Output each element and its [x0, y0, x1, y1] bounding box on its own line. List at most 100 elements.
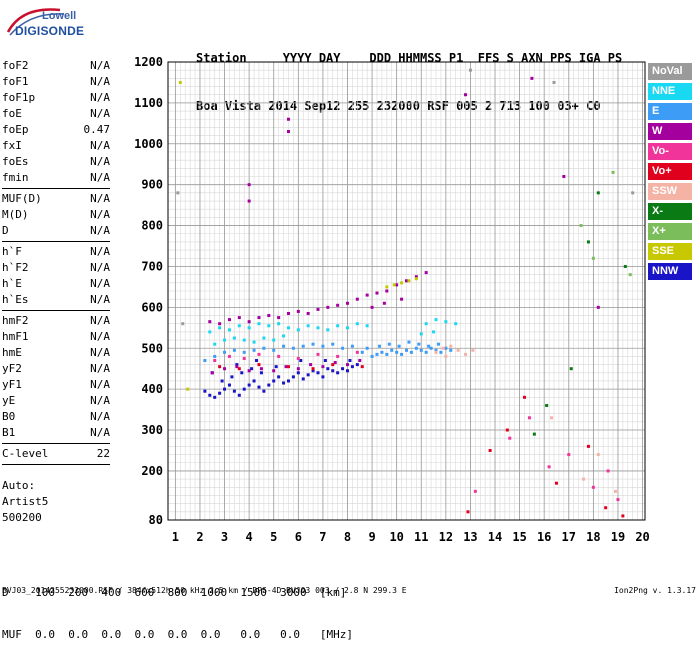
- data-point-e: [395, 350, 399, 354]
- legend: NoVal NNE E W Vo- Vo+ SSW X- X+ SSE NNW: [648, 63, 692, 283]
- data-point-nnw: [299, 359, 303, 363]
- data-point-e: [436, 342, 440, 346]
- data-point-vo: [316, 352, 320, 356]
- data-point-x: [591, 256, 595, 260]
- data-point-w: [345, 363, 349, 367]
- data-point-vo: [473, 489, 477, 493]
- data-point-nne: [208, 330, 212, 334]
- plot-border: [167, 61, 646, 521]
- data-point-noval: [552, 80, 556, 84]
- data-point-w: [257, 316, 261, 320]
- data-point-e: [311, 342, 315, 346]
- data-point-nnw: [345, 369, 349, 373]
- data-point-nnw: [240, 371, 244, 375]
- data-point-x: [579, 224, 583, 228]
- x-tick-label: 7: [319, 530, 326, 544]
- data-point-ssw: [550, 416, 554, 420]
- param-row-fof1: foF1 N/A: [2, 74, 110, 90]
- data-point-e: [203, 359, 207, 363]
- data-point-w: [208, 320, 212, 324]
- data-point-vo: [296, 356, 300, 360]
- data-point-w: [277, 316, 281, 320]
- param-label: MUF(D): [2, 192, 42, 205]
- data-point-vo: [505, 428, 509, 432]
- data-point-nnw: [306, 373, 310, 377]
- data-point-nnw: [336, 371, 340, 375]
- y-tick-labels: 80 200 300 400 500 600 700 800 900 1000 1100 1200: [134, 55, 163, 527]
- data-point-e: [377, 344, 381, 348]
- x-tick-label: 18: [586, 530, 600, 544]
- y-tick-label: 900: [141, 178, 163, 192]
- param-label: hmF1: [2, 330, 29, 343]
- x-tick-label: 12: [439, 530, 453, 544]
- data-point-e: [375, 352, 379, 356]
- data-point-noval: [631, 191, 635, 195]
- data-point-e: [390, 348, 394, 352]
- data-point-e: [434, 348, 438, 352]
- legend-item-w: W: [648, 123, 692, 140]
- data-point-nne: [247, 326, 251, 330]
- param-value: N/A: [90, 314, 110, 327]
- data-point-vo: [237, 367, 241, 371]
- separator: [2, 464, 110, 465]
- data-point-vo: [466, 510, 470, 514]
- param-label: foEs: [2, 155, 29, 168]
- data-point-nne: [237, 324, 241, 328]
- data-point-nne: [419, 332, 423, 336]
- auto-line2: Artist5: [2, 495, 49, 508]
- param-value: N/A: [90, 261, 110, 274]
- x-tick-label: 16: [537, 530, 551, 544]
- data-point-sse: [186, 387, 190, 391]
- data-point-e: [400, 352, 404, 356]
- file-info: BVJ03_2014255232000.RSF / 384fx512h 50 k…: [2, 586, 407, 595]
- data-point-x: [596, 191, 600, 195]
- param-row-hes: h`Es N/A: [2, 292, 110, 308]
- x-tick-label: 8: [344, 530, 351, 544]
- param-value: N/A: [90, 224, 110, 237]
- data-point-nne: [345, 326, 349, 330]
- y-tick-label: 400: [141, 382, 163, 396]
- data-point-nnw: [321, 375, 325, 379]
- y-tick-label: 200: [141, 464, 163, 478]
- data-point-nne: [277, 322, 281, 326]
- data-point-x: [623, 264, 627, 268]
- data-point-ssw: [449, 344, 453, 348]
- data-point-e: [419, 348, 423, 352]
- param-value: N/A: [90, 277, 110, 290]
- data-point-nnw: [252, 379, 256, 383]
- auto-line3: 500200: [2, 511, 42, 524]
- param-row-hme: hmE N/A: [2, 345, 110, 361]
- param-row-fmin: fmin N/A: [2, 170, 110, 186]
- x-tick-label: 9: [368, 530, 375, 544]
- x-tick-labels: 1 2 3 4 5 6 7 8 9 10 11 12 13 14 15 16 17 18 19 20: [172, 530, 650, 544]
- data-point-nnw: [296, 371, 300, 375]
- data-point-nnw: [341, 367, 345, 371]
- data-point-nnw: [277, 375, 281, 379]
- data-point-e: [282, 344, 286, 348]
- data-point-nnw: [326, 367, 330, 371]
- data-point-e: [252, 348, 256, 352]
- distance-row: D 100 200 400 600 800 1000 1500 3000 [km…: [2, 586, 347, 599]
- param-label: h`Es: [2, 293, 29, 306]
- data-point-nnw: [255, 359, 259, 363]
- param-label: B1: [2, 426, 16, 439]
- x-tick-label: 5: [270, 530, 277, 544]
- data-point-nne: [227, 328, 231, 332]
- data-point-noval: [181, 322, 185, 326]
- data-point-nne: [218, 326, 222, 330]
- separator: [2, 310, 110, 311]
- data-point-e: [409, 350, 413, 354]
- data-point-nne: [232, 336, 236, 340]
- data-point-e: [424, 350, 428, 354]
- data-point-e: [365, 346, 369, 350]
- param-label: hmF2: [2, 314, 29, 327]
- data-point-vo: [616, 498, 620, 502]
- data-point-w: [259, 367, 263, 371]
- x-tick-label: 15: [512, 530, 526, 544]
- param-row-hf: h`F N/A: [2, 244, 110, 260]
- data-point-nnw: [272, 379, 276, 383]
- data-point-w: [382, 301, 386, 305]
- y-tick-label: 500: [141, 341, 163, 355]
- x-tick-label: 10: [389, 530, 403, 544]
- x-tick-label: 14: [488, 530, 502, 544]
